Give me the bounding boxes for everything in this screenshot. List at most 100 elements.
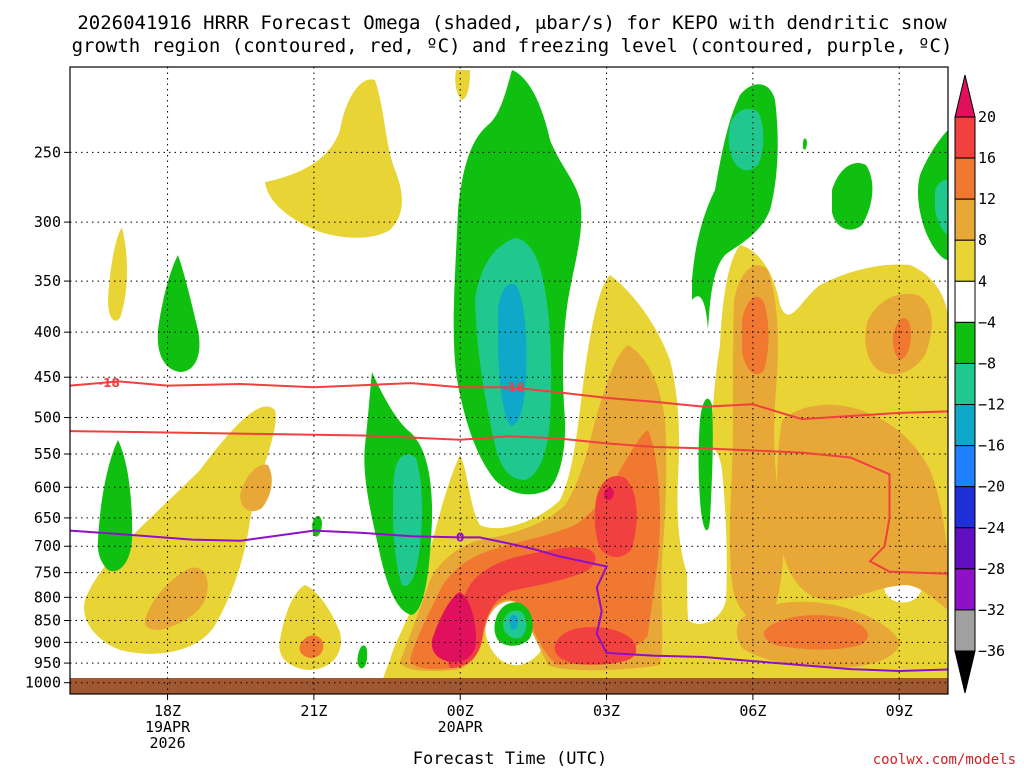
omega-red-orange-lower-right [763,615,868,650]
colorbar-swatch [954,321,976,364]
colorbar-label: 12 [978,190,996,208]
x-tick-label: 06Z [739,702,766,720]
colorbar-swatch [954,568,976,611]
x-axis-title: Forecast Time (UTC) [413,749,607,768]
x-tick-label: 03Z [593,702,620,720]
colorbar-label: −24 [978,519,1005,537]
colorbar-swatch [954,362,976,406]
omega-magenta-core [431,592,476,662]
colorbar-swatch [954,609,976,652]
y-tick-label: 800 [34,588,61,606]
omega-yellow-upper-left [108,228,127,321]
colorbar-label: −20 [978,478,1005,496]
colorbar-swatch [954,239,976,282]
omega-red-band [445,547,596,668]
credit-link[interactable]: coolwx.com/models [873,752,1016,768]
colorbar-bottom-arrow [954,650,976,694]
omega-sinking-green-small-top [803,138,807,150]
y-tick-label: 1000 [25,674,61,692]
omega-sinking-green-upper-right [832,162,873,230]
y-tick-label: 350 [34,272,61,290]
contour-freezing-level-0 [69,529,949,673]
y-tick-label: 250 [34,143,61,161]
plot-frame [69,66,949,695]
x-tick-date: 19APR [145,718,191,736]
omega-red-lower-right [554,627,637,665]
colorbar: 20 16 12 8 4 −4 −8 −12 −16 −20 −24 −28 −32 −36 [954,74,1005,694]
colorbar-swatch [954,116,976,159]
omega-sinking-green-left [97,440,133,572]
contour-label-freezing-level-0: 0 [456,530,464,544]
colorbar-label: −32 [978,601,1005,619]
omega-rising-yellow-lowlevel [84,406,276,654]
y-tick-label: 400 [34,323,61,341]
y-tick-label: 750 [34,564,61,582]
y-tick-label: 450 [34,368,61,386]
colorbar-swatch [954,404,976,447]
omega-orange-left [144,567,208,630]
omega-sinking-green-upper-left [157,255,200,372]
x-tick-date: 20APR [438,718,484,736]
omega-sinking-teal-right [728,108,764,171]
omega-yellow-small-low [279,585,341,670]
colorbar-label: −4 [978,313,996,331]
colorbar-label: −28 [978,560,1005,578]
colorbar-swatch [954,527,976,570]
colorbar-label: −12 [978,396,1005,414]
colorbar-swatch [954,486,976,529]
temperature-contours: -18 -18 0 [69,376,949,673]
y-tick-label: 500 [34,409,61,427]
omega-sinking-green-right-thin [698,398,713,531]
omega-sinking-green-small-low [357,645,368,669]
colorbar-label: −8 [978,354,996,372]
y-tick-label: 850 [34,612,61,630]
contour-label-dendritic-minus18: -18 [503,380,525,394]
y-axis-pressure: 250 300 350 400 450 500 550 600 650 700 750 800 850 9… [25,143,70,692]
y-tick-label: 900 [34,633,61,651]
omega-yellow-upper-mid [265,79,402,238]
colorbar-top-arrow [954,74,976,118]
x-tick-label: 00Z [447,702,474,720]
colorbar-label: 8 [978,231,987,249]
contour-label-dendritic-minus18: -18 [98,376,120,390]
omega-shading [84,70,948,690]
y-tick-label: 600 [34,478,61,496]
colorbar-swatch [954,445,976,488]
y-tick-label: 300 [34,213,61,231]
y-tick-label: 700 [34,537,61,555]
omega-orange-left-upper [240,464,272,512]
y-tick-label: 550 [34,445,61,463]
chart-title-line2: growth region (contoured, red, ºC) and f… [72,35,953,57]
chart-title-line1: 2026041916 HRRR Forecast Omega (shaded, … [77,12,947,34]
ground-surface [70,678,948,694]
x-tick-label: 09Z [886,702,913,720]
y-tick-label: 950 [34,654,61,672]
x-tick-year: 2026 [149,734,185,752]
omega-yellow-top-center [455,70,470,100]
omega-red-orange-right [742,296,769,375]
colorbar-swatch [954,157,976,200]
x-tick-label: 18Z [154,702,181,720]
contour-dendritic-minus12 [69,430,949,575]
colorbar-label: 16 [978,149,996,167]
omega-orange-right-lower [777,404,948,610]
omega-neutral-gap-mid [687,447,727,624]
gridlines [70,67,948,694]
omega-sinking-green-far-right [917,130,948,260]
omega-red-upper-right [594,476,637,557]
omega-sinking-cyan-main [498,283,527,426]
colorbar-label: 20 [978,108,996,126]
omega-red-orange-small-right [892,317,911,360]
contour-dendritic-minus18 [69,380,949,421]
x-tick-label: 21Z [300,702,327,720]
colorbar-label: 4 [978,272,987,290]
y-tick-label: 650 [34,509,61,527]
colorbar-swatch [954,280,976,323]
omega-sinking-cyan-low [509,614,519,630]
omega-sinking-teal-far-right [935,180,948,235]
colorbar-label: −36 [978,642,1005,660]
omega-red-orange-small-left [299,635,324,658]
colorbar-swatch [954,198,976,241]
